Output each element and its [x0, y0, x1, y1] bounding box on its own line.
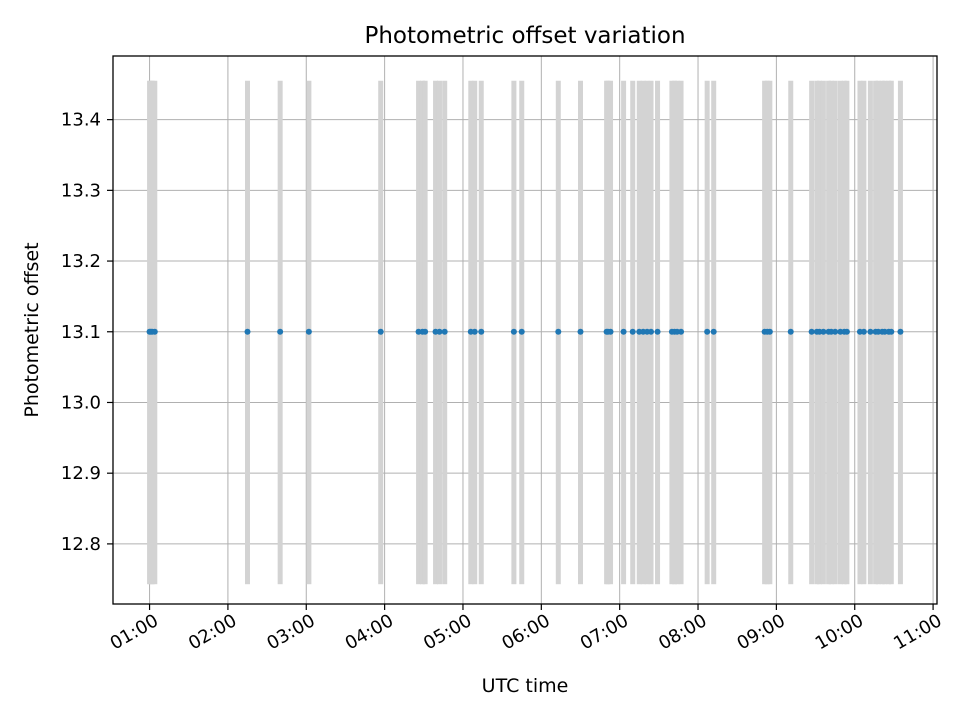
x-axis: 01:00 02:00 03:00 04:00 05:00 06:00 07:00 08:00… — [107, 604, 946, 654]
data-point — [843, 328, 850, 335]
data-point — [648, 328, 655, 335]
y-tick-label: 13.4 — [61, 110, 101, 131]
x-tick-label: 07:00 — [577, 610, 632, 654]
data-point — [888, 328, 895, 335]
data-point — [478, 328, 485, 335]
x-tick-label: 04:00 — [342, 610, 397, 654]
data-point — [577, 328, 584, 335]
y-axis: 12.8 12.9 13.0 13.1 13.2 13.3 13.4 — [61, 110, 113, 555]
y-axis-label: Photometric offset — [21, 242, 43, 417]
data-point — [620, 328, 627, 335]
data-point — [832, 328, 839, 335]
data-point — [860, 328, 867, 335]
chart-title: Photometric offset variation — [364, 23, 685, 49]
y-tick-label: 12.8 — [61, 534, 101, 555]
data-point — [510, 328, 517, 335]
x-axis-label: UTC time — [482, 675, 569, 697]
data-point — [151, 328, 158, 335]
data-point — [277, 328, 284, 335]
data-point — [607, 328, 614, 335]
y-tick-label: 13.3 — [61, 180, 101, 201]
x-tick-label: 01:00 — [107, 610, 162, 654]
data-point — [555, 328, 562, 335]
x-tick-label: 03:00 — [263, 610, 318, 654]
x-tick-label: 11:00 — [890, 610, 945, 654]
grid — [113, 56, 937, 604]
data-point — [897, 328, 904, 335]
data-point — [820, 328, 827, 335]
data-points — [146, 328, 904, 335]
data-point — [244, 328, 251, 335]
x-tick-label: 09:00 — [733, 610, 788, 654]
y-tick-label: 13.2 — [61, 251, 101, 272]
data-point — [305, 328, 312, 335]
data-point — [678, 328, 685, 335]
data-point — [441, 328, 448, 335]
data-point — [867, 328, 874, 335]
data-point — [629, 328, 636, 335]
data-point — [704, 328, 711, 335]
data-point — [436, 328, 443, 335]
data-point — [710, 328, 717, 335]
x-tick-label: 05:00 — [420, 610, 475, 654]
data-point — [471, 328, 478, 335]
data-point — [518, 328, 525, 335]
data-point — [422, 328, 429, 335]
x-tick-label: 10:00 — [812, 610, 867, 654]
y-tick-label: 12.9 — [61, 463, 101, 484]
data-point — [808, 328, 815, 335]
data-point — [377, 328, 384, 335]
plot-frame — [112, 55, 938, 605]
x-tick-label: 08:00 — [655, 610, 710, 654]
data-point — [766, 328, 773, 335]
data-point — [787, 328, 794, 335]
x-tick-label: 02:00 — [185, 610, 240, 654]
x-tick-label: 06:00 — [498, 610, 553, 654]
data-point — [654, 328, 661, 335]
y-tick-label: 13.0 — [61, 392, 101, 413]
y-tick-label: 13.1 — [61, 322, 101, 343]
